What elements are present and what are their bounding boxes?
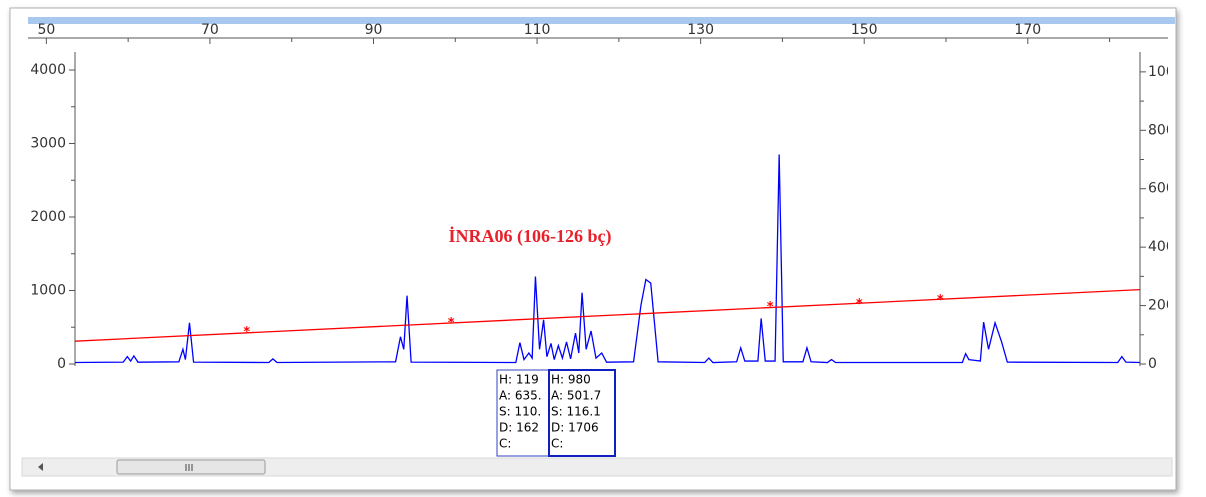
y-tick-label: 1000 <box>30 283 66 299</box>
peak-label-line: D: 162 <box>499 421 539 435</box>
y2-tick-label: 600 <box>1148 181 1175 197</box>
size-standard-marker: * <box>448 316 455 331</box>
horizontal-scrollbar[interactable] <box>21 457 1173 477</box>
y-tick-label: 4000 <box>30 62 66 78</box>
peak-label-line: D: 1706 <box>551 421 599 435</box>
title-bar <box>28 17 1175 24</box>
peak-label-line: S: 110. <box>499 405 541 419</box>
trace <box>75 154 1140 364</box>
x-tick-label: 130 <box>687 22 714 38</box>
y2-tick-label: 0 <box>1148 356 1157 372</box>
annotation: İNRA06 (106-126 bç) <box>449 226 612 247</box>
x-tick-label: 50 <box>37 22 55 38</box>
peak-label: H: 980 A: 501.7 S: 116.1 D: 1706 C: <box>551 373 601 451</box>
peak-label-line: A: 635. <box>499 389 542 403</box>
y2-tick-label: 200 <box>1148 298 1175 314</box>
y2-tick-label: 400 <box>1148 239 1175 255</box>
peak-label-line: C: <box>551 437 563 451</box>
x-tick-label: 110 <box>524 22 551 38</box>
peak-label-box <box>548 369 616 457</box>
y-tick-label: 2000 <box>30 209 66 225</box>
x-tick-label: 170 <box>1014 22 1041 38</box>
size-curve <box>75 288 1140 342</box>
peak-label-box <box>496 369 550 457</box>
y-tick-label: 0 <box>57 356 66 372</box>
peak-label-line: S: 116.1 <box>551 405 601 419</box>
y2-tick-label: 800 <box>1148 122 1175 138</box>
size-standard-marker: * <box>937 293 944 308</box>
size-standard-marker: * <box>767 300 774 315</box>
size-standard-marker: * <box>856 297 863 312</box>
scroll-thumb[interactable] <box>116 459 266 475</box>
x-tick-label: 70 <box>201 22 219 38</box>
scroll-grip <box>185 464 193 471</box>
peak-label-line: C: <box>499 437 511 451</box>
plot-layer: * * * * * <box>75 154 1140 364</box>
size-standard-marker: * <box>243 325 250 340</box>
y2-tick-label: 1000 <box>1148 64 1184 80</box>
x-tick-label: 150 <box>851 22 878 38</box>
peak-label-line: H: 119 <box>499 373 539 387</box>
peak-label: H: 119 A: 635. S: 110. D: 162 C: <box>499 373 542 451</box>
scroll-left-arrow[interactable] <box>38 463 43 471</box>
peak-label-line: H: 980 <box>551 373 591 387</box>
peak-label-line: A: 501.7 <box>551 389 601 403</box>
y-tick-label: 3000 <box>30 136 66 152</box>
x-tick-label: 90 <box>365 22 383 38</box>
